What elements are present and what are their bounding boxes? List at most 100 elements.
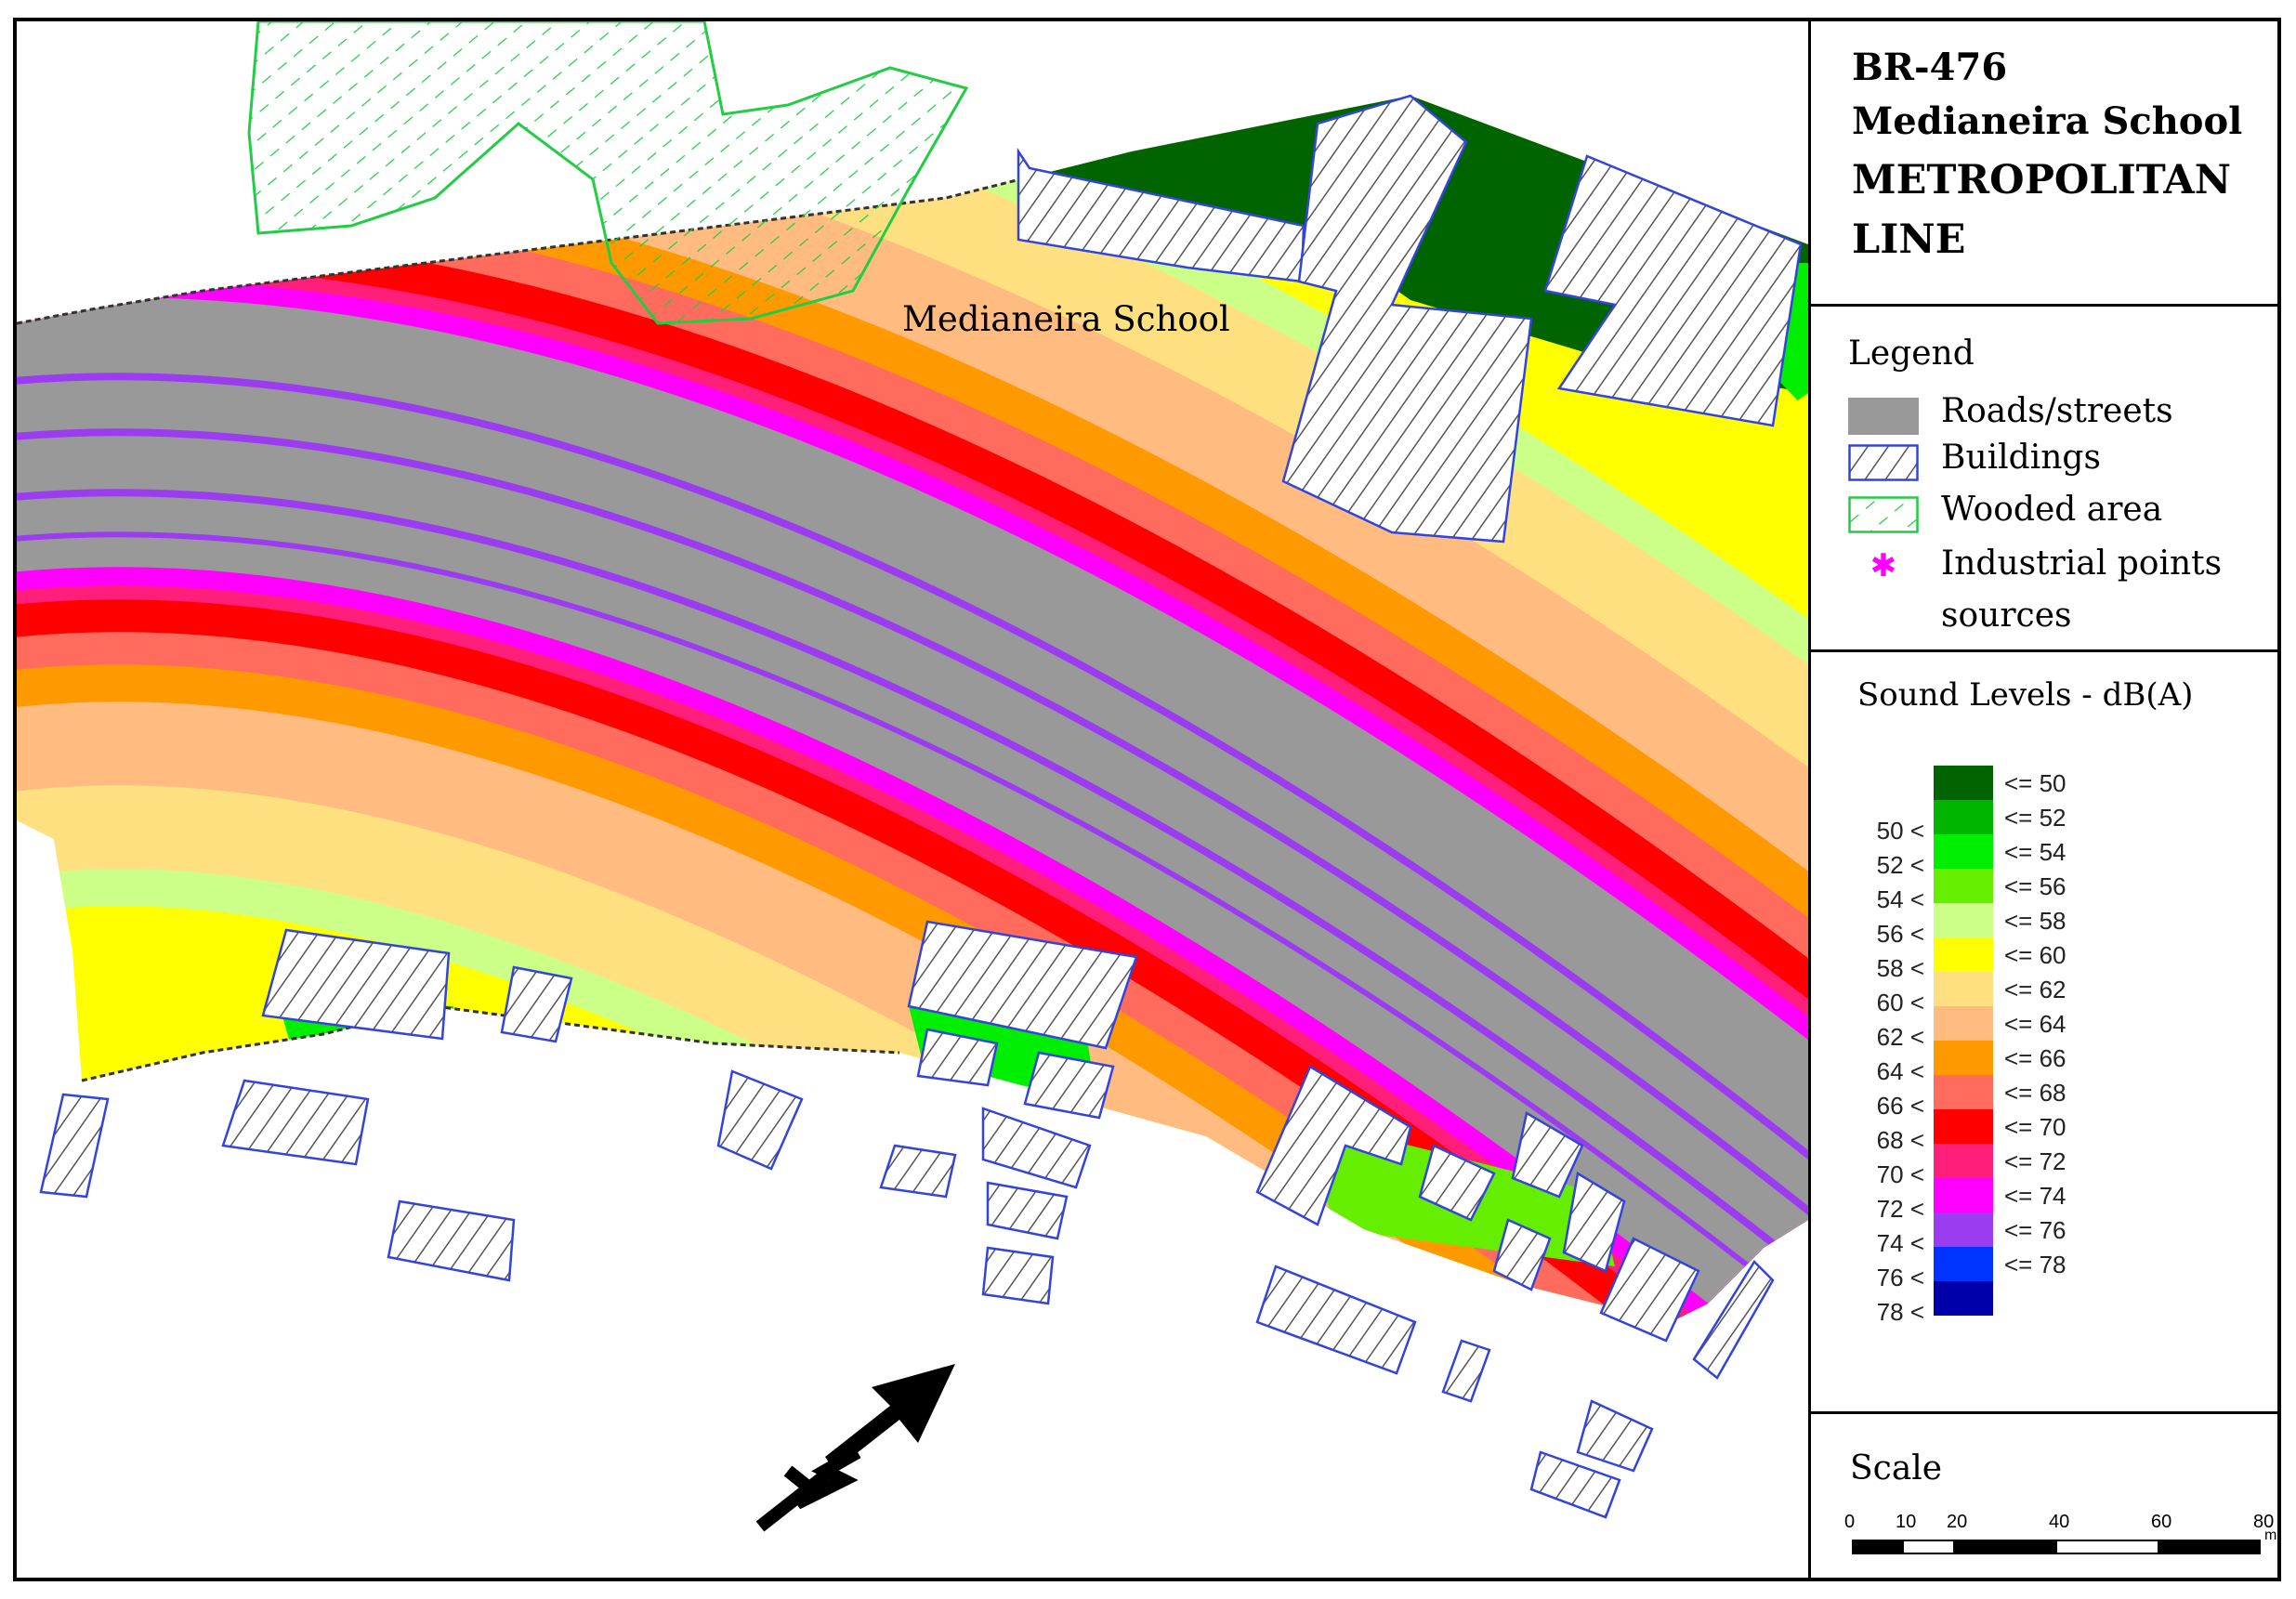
legend-label: Roads/streets	[1941, 392, 2173, 430]
noise-map-canvas	[17, 21, 1808, 1532]
sound-level-class: 78 <	[1811, 1281, 2277, 1326]
sound-level-class: 70 < <= 72	[1811, 1144, 2277, 1188]
building	[1492, 1218, 1552, 1291]
class-color-swatch	[1934, 1212, 1993, 1247]
class-color-swatch	[1934, 1006, 1993, 1041]
title-line-4: LINE	[1852, 216, 1966, 263]
scale-section: Scale 0 10 20 40 60 80 m	[1811, 1414, 2277, 1578]
noise-contours	[17, 96, 1808, 1322]
sound-level-class: 64 < <= 66	[1811, 1041, 2277, 1085]
building	[907, 920, 1138, 1050]
scale-heading: Scale	[1850, 1449, 1943, 1488]
asterisk-icon: ✱	[1870, 547, 1897, 584]
title-line-3: METROPOLITAN	[1852, 157, 2232, 203]
sound-level-class: 54 < <= 56	[1811, 869, 2277, 913]
class-lower-bound: 54 <	[1876, 885, 1924, 913]
north-arrow	[755, 1364, 955, 1532]
title-section: BR-476 Medianeira School METROPOLITAN LI…	[1811, 21, 2277, 307]
class-lower-bound: 78 <	[1876, 1298, 1924, 1326]
wooded-area-polygon	[247, 21, 969, 325]
building	[39, 1093, 110, 1199]
class-upper-bound: <= 70	[2004, 1113, 2066, 1141]
class-color-swatch	[1934, 1178, 1993, 1212]
sound-level-class: 66 < <= 68	[1811, 1075, 2277, 1120]
building	[1255, 1265, 1417, 1375]
road-swatch-icon	[1848, 398, 1919, 435]
building	[1418, 1144, 1496, 1222]
class-upper-bound: <= 62	[2004, 976, 2066, 1003]
building	[1441, 1339, 1491, 1403]
class-lower-bound: 68 <	[1876, 1126, 1924, 1154]
class-lower-bound: 64 <	[1876, 1057, 1924, 1085]
scale-tick-label: 0	[1844, 1512, 1856, 1532]
legend-label: Wooded area	[1941, 491, 2163, 529]
class-upper-bound: <= 54	[2004, 838, 2066, 866]
class-upper-bound: <= 64	[2004, 1010, 2066, 1038]
legend-label: sources	[1941, 596, 2072, 635]
place-label: Medianeira School	[902, 299, 1230, 339]
sound-level-class: 74 < <= 76	[1811, 1212, 2277, 1257]
building	[1576, 1399, 1654, 1473]
class-color-swatch	[1934, 972, 1993, 1006]
class-lower-bound: 74 <	[1876, 1229, 1924, 1257]
building	[500, 965, 573, 1043]
building	[879, 1144, 957, 1199]
class-lower-bound: 56 <	[1876, 920, 1924, 948]
legend-label: Industrial points	[1941, 544, 2223, 583]
sound-level-class: 52 < <= 54	[1811, 834, 2277, 879]
legend-heading: Legend	[1848, 334, 1975, 373]
class-lower-bound: 70 <	[1876, 1160, 1924, 1188]
class-lower-bound: 72 <	[1876, 1195, 1924, 1223]
class-upper-bound: <= 60	[2004, 941, 2066, 969]
class-lower-bound: 50 <	[1876, 817, 1924, 845]
building	[1692, 1260, 1775, 1380]
class-upper-bound: <= 78	[2004, 1251, 2066, 1278]
class-color-swatch	[1934, 1281, 1993, 1316]
class-color-swatch	[1934, 834, 1993, 869]
class-upper-bound: <= 52	[2004, 804, 2066, 832]
class-upper-bound: <= 66	[2004, 1044, 2066, 1072]
title-line-1: BR-476	[1852, 46, 2008, 89]
building	[916, 1028, 999, 1087]
legend-panel: BR-476 Medianeira School METROPOLITAN LI…	[1808, 21, 2277, 1578]
class-upper-bound: <= 58	[2004, 907, 2066, 935]
building	[1562, 1171, 1626, 1273]
title-line-2: Medianeira School	[1852, 99, 2243, 143]
building-hatch-icon	[1848, 444, 1919, 481]
building	[387, 1199, 516, 1282]
class-color-swatch	[1934, 937, 1993, 972]
wooded-hatch-icon	[1848, 496, 1919, 533]
class-upper-bound: <= 56	[2004, 872, 2066, 900]
class-lower-bound: 76 <	[1876, 1264, 1924, 1291]
class-lower-bound: 62 <	[1876, 1023, 1924, 1051]
scale-tick-label: 60	[2151, 1512, 2172, 1532]
sound-level-class: 62 < <= 64	[1811, 1006, 2277, 1051]
sound-level-class: 60 < <= 62	[1811, 972, 2277, 1016]
class-color-swatch	[1934, 800, 1993, 834]
sound-level-class: 56 < <= 58	[1811, 903, 2277, 948]
building	[1599, 1237, 1700, 1343]
building	[1511, 1111, 1584, 1199]
sound-level-class: <= 50	[1811, 766, 2277, 800]
class-upper-bound: <= 72	[2004, 1147, 2066, 1175]
class-color-swatch	[1934, 1247, 1993, 1281]
building	[986, 1181, 1069, 1240]
building	[221, 1079, 370, 1166]
sound-levels-scale: <= 50 50 < <= 52 52 < <= 54 54 < <= 56 56 < <= 5…	[1811, 766, 2277, 1360]
class-lower-bound: 66 <	[1876, 1092, 1924, 1120]
building	[1023, 1051, 1115, 1120]
buildings-layer	[39, 94, 1803, 1519]
scale-tick-label: 80	[2253, 1512, 2275, 1532]
class-color-swatch	[1934, 1109, 1993, 1144]
class-color-swatch	[1934, 1041, 1993, 1075]
class-upper-bound: <= 68	[2004, 1079, 2066, 1107]
noise-map: Medianeira School	[17, 21, 1808, 1578]
building	[1529, 1450, 1621, 1519]
scale-tick-label: 10	[1896, 1512, 1917, 1532]
sound-levels-heading: Sound Levels - dB(A)	[1857, 676, 2194, 714]
class-lower-bound: 52 <	[1876, 851, 1924, 879]
building	[1255, 1065, 1412, 1226]
class-upper-bound: <= 50	[2004, 769, 2066, 797]
class-lower-bound: 60 <	[1876, 989, 1924, 1016]
class-upper-bound: <= 74	[2004, 1182, 2066, 1210]
